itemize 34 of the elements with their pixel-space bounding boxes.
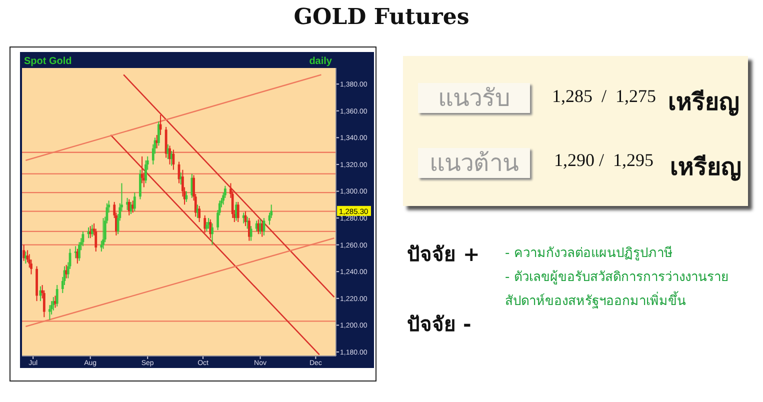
candlestick xyxy=(246,216,249,230)
text: 1,290 / 1,295 xyxy=(554,150,654,171)
candlestick xyxy=(211,222,214,246)
text: เหรียญ xyxy=(668,87,739,118)
candlestick xyxy=(128,198,130,216)
text: - ความกังวลต่อแผนปฏิรูปภาษี xyxy=(505,244,673,263)
candlestick xyxy=(133,192,136,212)
text: GOLD Futures xyxy=(292,4,470,30)
candlestick xyxy=(248,218,250,242)
text: ปัจจัย + xyxy=(407,241,480,268)
candlestick xyxy=(56,284,58,307)
candlestick xyxy=(54,295,56,308)
candlestick xyxy=(90,224,94,238)
text: แนวต้าน xyxy=(418,148,530,178)
candlestick xyxy=(185,190,188,202)
candlestick xyxy=(139,169,142,200)
text: 1,285 / 1,275 xyxy=(552,86,656,107)
candlestick xyxy=(22,244,26,262)
candlestick xyxy=(140,156,144,184)
text: เหรียญ xyxy=(670,152,741,183)
candlestick xyxy=(144,160,147,184)
text: Spot Gold xyxy=(24,56,72,67)
candlestick xyxy=(206,222,208,232)
text: daily xyxy=(309,56,332,67)
text: - ตัวเลขผู้ขอรับสวัสดิการการว่างงานรายสัปดาห์ของสหรัฐฯออกมาเพิ่มขึ้น xyxy=(505,269,730,311)
candlestick xyxy=(236,201,240,223)
candlestick xyxy=(102,218,104,250)
text: ปัจจัย - xyxy=(407,311,472,338)
text: แนวรับ xyxy=(418,83,530,113)
candlestick xyxy=(78,242,80,262)
candlestick xyxy=(168,145,171,165)
candlestick xyxy=(157,121,160,146)
candlestick xyxy=(48,304,51,320)
candlestick xyxy=(204,214,206,234)
